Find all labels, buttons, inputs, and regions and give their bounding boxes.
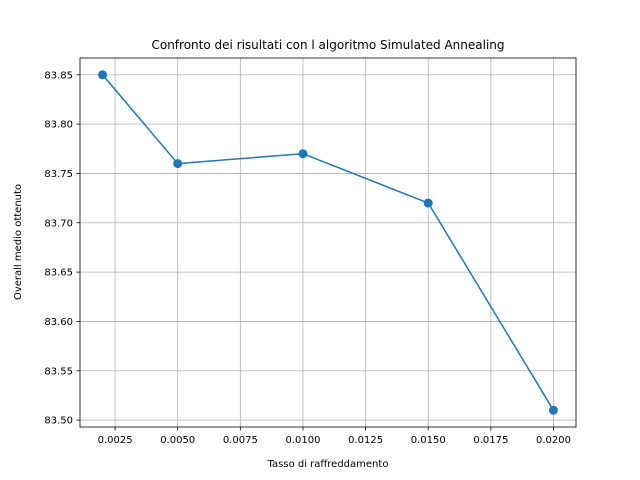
series-group <box>98 70 558 415</box>
y-tick-label: 83.60 <box>44 317 73 328</box>
data-point <box>423 198 433 208</box>
x-tick-label: 0.0150 <box>411 435 446 446</box>
y-tick-label: 83.50 <box>44 416 73 427</box>
grid <box>80 58 576 427</box>
data-point <box>173 159 183 169</box>
y-axis-ticks: 83.50 83.55 83.60 83.65 83.70 83.75 83.80 83.85 <box>44 70 80 427</box>
data-point <box>548 405 558 415</box>
y-tick-label: 83.85 <box>44 70 73 81</box>
data-point <box>298 149 308 159</box>
x-tick-label: 0.0100 <box>285 435 320 446</box>
x-axis-label: Tasso di raffreddamento <box>267 459 389 470</box>
y-tick-label: 83.55 <box>44 366 73 377</box>
x-tick-label: 0.0125 <box>348 435 383 446</box>
chart-title: Confronto dei risultati con l algoritmo … <box>151 38 504 52</box>
y-tick-label: 83.70 <box>44 218 73 229</box>
data-point <box>98 70 108 80</box>
y-axis-label: Overall medio ottenuto <box>13 184 24 300</box>
y-tick-label: 83.65 <box>44 268 73 279</box>
plot-area-frame <box>79 57 577 428</box>
y-tick-label: 83.75 <box>44 169 73 180</box>
y-tick-label: 83.80 <box>44 120 73 131</box>
x-tick-label: 0.0025 <box>98 435 133 446</box>
x-tick-label: 0.0175 <box>473 435 508 446</box>
x-axis-ticks: 0.0025 0.0050 0.0075 0.0100 0.0125 0.0150 0.01… <box>98 427 571 446</box>
x-tick-label: 0.0200 <box>536 435 571 446</box>
x-tick-label: 0.0075 <box>223 435 258 446</box>
x-tick-label: 0.0050 <box>160 435 195 446</box>
